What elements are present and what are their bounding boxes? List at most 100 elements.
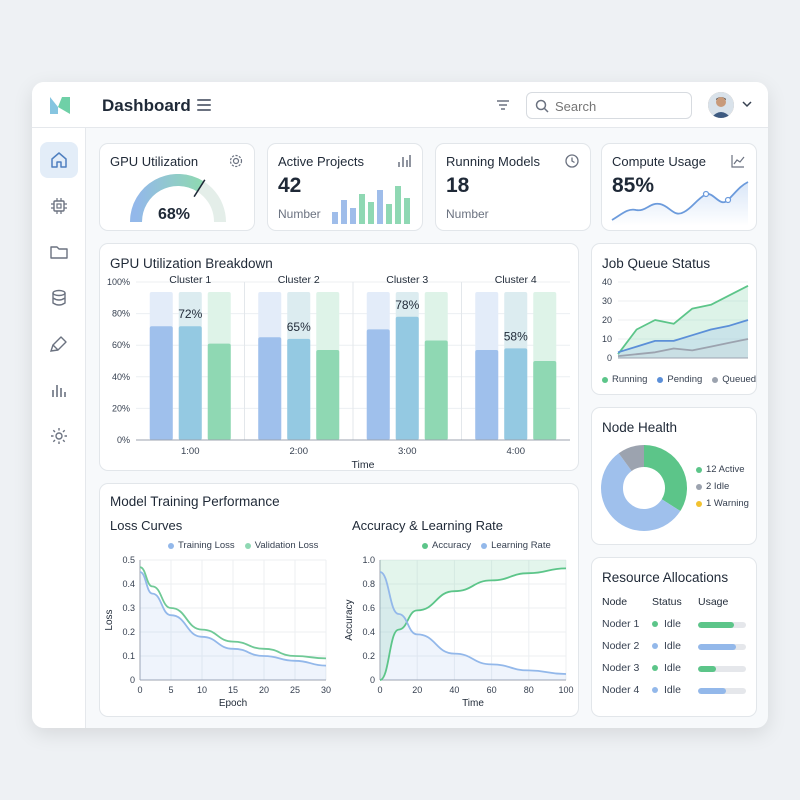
compute-card-title: Compute Usage	[612, 154, 706, 169]
resource-status-label: Idle	[664, 640, 681, 652]
bar	[395, 316, 419, 440]
y-tick-label: 10	[602, 334, 612, 344]
series-line	[617, 338, 749, 357]
sidebar-item-compute[interactable]	[40, 188, 78, 224]
top-bar: Dashboard	[32, 82, 768, 128]
training-title: Model Training Performance	[110, 494, 280, 509]
data-label: 65%	[287, 320, 311, 334]
legend-active: 12 Active	[696, 464, 745, 475]
donut-slice	[643, 445, 687, 512]
sidebar-item-home[interactable]	[40, 142, 78, 178]
resource-status: Idle	[652, 640, 681, 652]
x-tick-label: 5	[168, 685, 173, 695]
gear-icon[interactable]	[228, 153, 244, 169]
search-box[interactable]	[526, 92, 692, 119]
sidebar-item-data[interactable]	[40, 280, 78, 316]
usage-bar-fill	[698, 666, 717, 672]
status-dot	[652, 687, 658, 693]
sidebar-item-design[interactable]	[40, 326, 78, 362]
col-usage: Usage	[698, 596, 729, 608]
legend-learning-rate: Learning Rate	[491, 540, 551, 551]
job-queue-card: Job Queue Status 0 10 20 30 40 Running Pendi…	[591, 243, 757, 395]
legend-dot-pending	[657, 376, 664, 383]
x-tick-label: 30	[321, 685, 331, 695]
resource-node: Noder 1	[602, 618, 640, 630]
x-axis-label: Time	[352, 459, 375, 469]
data-label: 72%	[178, 307, 202, 321]
y-tick-label: 0%	[117, 435, 130, 445]
y-tick-label: 1.0	[362, 555, 375, 565]
bar	[504, 348, 528, 440]
cluster-label: Cluster 2	[278, 274, 320, 286]
projects-sub: Number	[278, 207, 321, 221]
series-area	[618, 320, 748, 358]
resource-status-label: Idle	[664, 618, 681, 630]
app-logo[interactable]	[48, 94, 72, 116]
x-tick-label: 2:00	[290, 446, 309, 457]
models-sub: Number	[446, 207, 489, 221]
legend-active-label: 12 Active	[706, 464, 745, 475]
gpu-gauge	[130, 174, 226, 223]
usage-bar	[698, 688, 746, 694]
projects-card-title: Active Projects	[278, 154, 364, 169]
legend-warning: 1 Warning	[696, 498, 749, 509]
sidebar	[32, 128, 86, 728]
node-health-donut	[601, 445, 687, 531]
y-tick-label: 20	[602, 315, 612, 325]
legend-pending: Pending	[667, 374, 703, 385]
active-projects-card[interactable]: Active Projects 42 Number	[267, 143, 423, 231]
filter-icon[interactable]	[496, 98, 510, 112]
chevron-down-icon[interactable]	[742, 100, 752, 108]
node-health-title: Node Health	[602, 420, 678, 435]
menu-icon[interactable]	[197, 99, 211, 111]
resource-status-label: Idle	[664, 684, 681, 696]
x-tick-label: 0	[137, 685, 142, 695]
y-tick-label: 30	[602, 296, 612, 306]
compute-usage-card[interactable]: Compute Usage 85%	[601, 143, 757, 231]
bar-chart-icon	[52, 385, 66, 397]
training-card: Model Training Performance Loss Curves A…	[99, 483, 579, 717]
x-tick-label: 40	[449, 685, 459, 695]
resource-node: Noder 4	[602, 684, 640, 696]
database-icon	[52, 289, 66, 306]
gpu-utilization-card[interactable]: GPU Utilization 68%	[99, 143, 255, 231]
x-axis-label: Epoch	[219, 698, 247, 709]
legend-dot-running	[602, 376, 608, 383]
models-card-title: Running Models	[446, 154, 540, 169]
compute-value: 85%	[612, 174, 655, 197]
donut-slice	[618, 445, 645, 472]
y-tick-label: 0.2	[362, 651, 375, 661]
avatar[interactable]	[708, 92, 734, 118]
x-axis-label: Time	[462, 698, 484, 709]
bar	[258, 337, 282, 440]
breakdown-title: GPU Utilization Breakdown	[110, 256, 273, 271]
projects-sparkbars	[332, 186, 410, 224]
running-models-card[interactable]: Running Models 18 Number	[435, 143, 591, 231]
home-icon	[51, 152, 67, 168]
series-line	[617, 284, 749, 355]
job-queue-title: Job Queue Status	[602, 256, 711, 271]
models-value: 18	[446, 174, 470, 197]
y-tick-label: 0	[607, 353, 612, 363]
x-tick-label: 20	[412, 685, 422, 695]
y-axis-label: Loss	[104, 609, 115, 630]
x-tick-label: 10	[197, 685, 207, 695]
legend-queued: Queued	[722, 374, 757, 385]
series-area	[140, 572, 326, 680]
loss-legend: Training Loss Validation Loss	[168, 540, 318, 551]
sidebar-item-analytics[interactable]	[40, 372, 78, 408]
chip-icon	[51, 198, 67, 214]
series-area	[380, 572, 566, 680]
sidebar-item-settings[interactable]	[40, 418, 78, 454]
y-tick-label: 100%	[107, 277, 130, 287]
legend-running: Running	[612, 374, 648, 385]
search-input[interactable]	[555, 97, 685, 115]
trend-chart-icon	[731, 155, 745, 168]
bar	[366, 329, 390, 440]
folder-icon	[50, 246, 68, 259]
donut-slice	[601, 453, 681, 531]
bar	[178, 326, 202, 440]
col-status: Status	[652, 596, 682, 608]
resource-status: Idle	[652, 662, 681, 674]
sidebar-item-files[interactable]	[40, 234, 78, 270]
